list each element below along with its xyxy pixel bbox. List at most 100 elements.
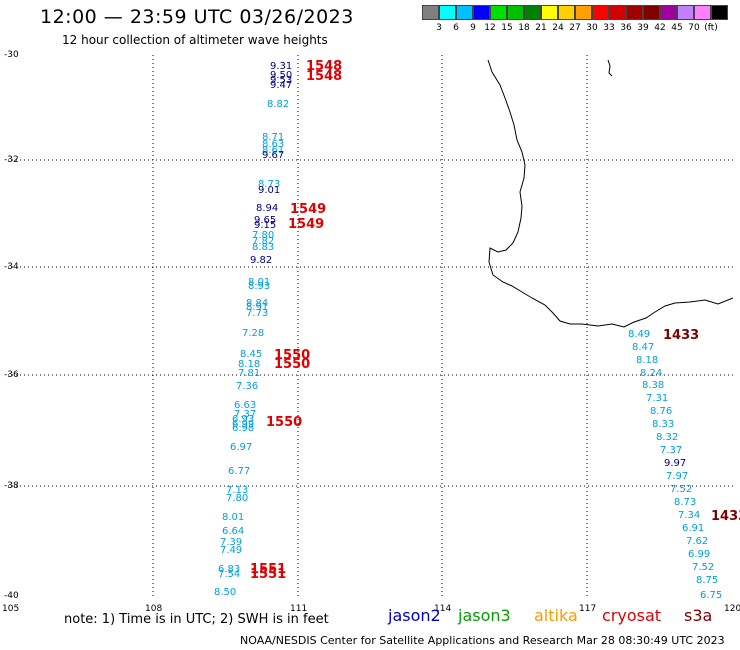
scale-swatch xyxy=(626,5,643,20)
mission-label-jason2: jason2 xyxy=(388,606,441,625)
lon-label-120: 120 xyxy=(724,604,740,614)
wave-height-value: 8.76 xyxy=(650,406,673,417)
wave-height-value: 7.97 xyxy=(666,471,689,482)
mission-label-altika: altika xyxy=(534,606,578,625)
pass-time-label: 1550 xyxy=(274,348,311,363)
lat-label-38: -38 xyxy=(4,481,19,491)
wave-height-value: 6.64 xyxy=(222,526,245,537)
wave-height-value: 6.98 xyxy=(232,423,255,434)
wave-height-value: 8.24 xyxy=(640,368,663,379)
wave-height-value: 7.31 xyxy=(646,393,669,404)
scale-swatch xyxy=(456,5,473,20)
mission-label-s3a: s3a xyxy=(684,606,713,625)
wave-height-value: 8.73 xyxy=(674,497,697,508)
lat-label-34: -34 xyxy=(4,262,19,272)
wave-height-value: 7.52 xyxy=(670,484,693,495)
scale-swatch xyxy=(473,5,490,20)
wave-height-value: 8.61 xyxy=(262,145,285,156)
wave-height-value: 8.01 xyxy=(222,512,245,523)
scale-swatch xyxy=(694,5,711,20)
scale-label: (ft) xyxy=(704,23,718,33)
scale-label: 36 xyxy=(620,23,632,33)
lon-label-114: 114 xyxy=(434,604,452,614)
lat-label-36: -36 xyxy=(4,370,19,380)
scale-label: 27 xyxy=(569,23,581,33)
scale-swatch xyxy=(439,5,456,20)
scale-swatch xyxy=(711,5,728,20)
scale-label: 24 xyxy=(552,23,564,33)
map-subtitle: 12 hour collection of altimeter wave hei… xyxy=(62,33,328,47)
wave-height-value: 7.28 xyxy=(242,328,265,339)
scale-label: 39 xyxy=(637,23,649,33)
wave-height-value: 6.99 xyxy=(688,549,711,560)
wave-height-value: 7.82 xyxy=(252,236,275,247)
scale-swatch xyxy=(490,5,507,20)
pass-time-label: 1548 xyxy=(306,69,343,84)
scale-swatch xyxy=(422,5,439,20)
wave-height-value: 7.13 xyxy=(226,485,249,496)
wave-height-value: 8.50 xyxy=(214,587,237,598)
wave-height-value: 8.49 xyxy=(628,329,651,340)
footnote: note: 1) Time is in UTC; 2) SWH is in fe… xyxy=(64,612,329,627)
wave-height-value: 8.47 xyxy=(632,342,655,353)
wave-height-value: 8.71 xyxy=(262,132,285,143)
scale-swatch xyxy=(643,5,660,20)
scale-swatch xyxy=(677,5,694,20)
pass-time-label: 1433 xyxy=(711,509,740,524)
wave-height-value: 8.73 xyxy=(258,179,281,190)
scale-label: 3 xyxy=(436,23,442,33)
wave-height-value: 8.18 xyxy=(636,355,659,366)
wave-height-value: 6.91 xyxy=(682,523,705,534)
scale-label: 9 xyxy=(470,23,476,33)
wave-height-value: 6.77 xyxy=(228,466,251,477)
wave-height-value: 7.73 xyxy=(246,308,269,319)
wave-height-value: 6.63 xyxy=(234,400,257,411)
wave-height-value: 8.01 xyxy=(248,277,271,288)
wave-height-value: 8.18 xyxy=(238,359,261,370)
pass-time-label: 1433 xyxy=(663,328,700,343)
scale-label: 12 xyxy=(484,23,496,33)
wave-height-value: 7.54 xyxy=(218,569,241,580)
wave-height-value: 7.37 xyxy=(234,409,257,420)
pass-time-label: 1550 xyxy=(274,357,311,372)
wave-height-value: 9.15 xyxy=(254,220,277,231)
lon-label-117: 117 xyxy=(579,604,597,614)
wave-height-value: 8.45 xyxy=(240,349,263,360)
scale-label: 21 xyxy=(535,23,547,33)
scale-label: 15 xyxy=(501,23,513,33)
scale-swatch xyxy=(575,5,592,20)
scale-label: 30 xyxy=(586,23,598,33)
wave-height-value: 8.38 xyxy=(642,380,665,391)
mission-label-jason3: jason3 xyxy=(458,606,511,625)
wave-height-value: 9.53 xyxy=(270,75,293,86)
wave-height-value: 8.93 xyxy=(248,281,271,292)
wave-height-value: 6.99 xyxy=(232,419,255,430)
wave-height-value: 6.75 xyxy=(700,590,723,601)
wave-height-value: 7.81 xyxy=(238,368,261,379)
wave-height-value: 8.82 xyxy=(267,99,290,110)
lat-label-30: -30 xyxy=(4,50,19,60)
wave-height-color-scale: 3 6 9 12 15 18 21 24 27 30 33 36 39 42 45 70 (ft) xyxy=(422,5,732,37)
scale-swatch xyxy=(660,5,677,20)
wave-height-value: 6.97 xyxy=(230,442,253,453)
wave-height-value: 8.94 xyxy=(256,203,279,214)
pass-time-label: 1551 xyxy=(250,567,287,582)
map-title: 12:00 — 23:59 UTC 03/26/2023 xyxy=(40,6,354,28)
wave-height-value: 9.50 xyxy=(270,70,293,81)
lon-label-111: 111 xyxy=(290,604,308,614)
wave-height-value: 7.34 xyxy=(678,510,701,521)
pass-time-label: 1548 xyxy=(306,59,343,74)
scale-label: 6 xyxy=(453,23,459,33)
lat-label-32: -32 xyxy=(4,155,19,165)
scale-swatch xyxy=(609,5,626,20)
wave-height-value: 7.49 xyxy=(220,545,243,556)
wave-height-value: 9.01 xyxy=(258,185,281,196)
island xyxy=(607,59,613,77)
scale-label: 70 xyxy=(688,23,700,33)
wave-height-value: 8.84 xyxy=(246,298,269,309)
wave-height-value: 7.37 xyxy=(660,445,683,456)
scale-swatch xyxy=(558,5,575,20)
wave-height-value: 8.33 xyxy=(652,419,675,430)
